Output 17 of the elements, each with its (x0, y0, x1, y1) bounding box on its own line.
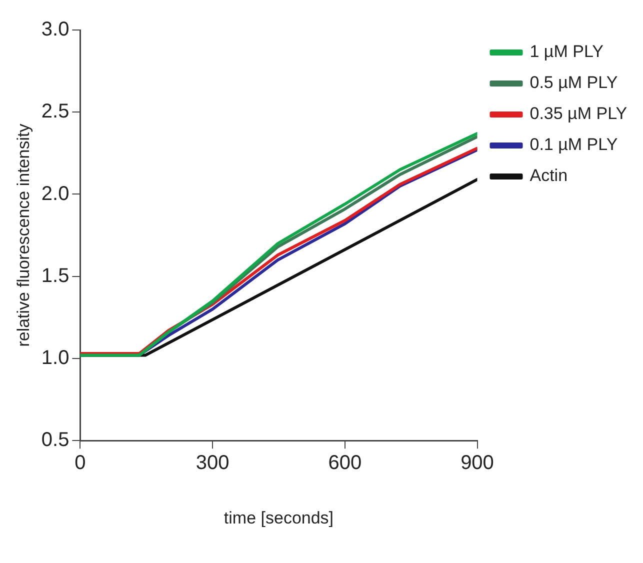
x-tick-label: 300 (196, 452, 230, 474)
x-tick-label: 900 (460, 452, 494, 474)
x-tick-label: 0 (74, 452, 86, 474)
x-tick-label: 600 (328, 452, 362, 474)
legend-label: 1 µM PLY (530, 42, 604, 62)
y-tick-label: 1.0 (41, 346, 70, 369)
y-tick-label: 1.5 (41, 264, 70, 287)
legend-label: 0.5 µM PLY (530, 73, 618, 92)
legend-label: 0.35 µM PLY (530, 104, 628, 124)
legend-label: Actin (530, 166, 568, 186)
y-tick-label: 0.5 (41, 429, 70, 452)
y-axis-title: relative fluorescence intensity (14, 123, 33, 347)
y-tick-label: 2.0 (41, 182, 70, 205)
legend-label: 0.1 µM PLY (530, 135, 618, 154)
y-tick-label: 3.0 (41, 18, 70, 41)
x-axis-title: time [seconds] (224, 508, 334, 528)
y-tick-label: 2.5 (41, 100, 70, 123)
